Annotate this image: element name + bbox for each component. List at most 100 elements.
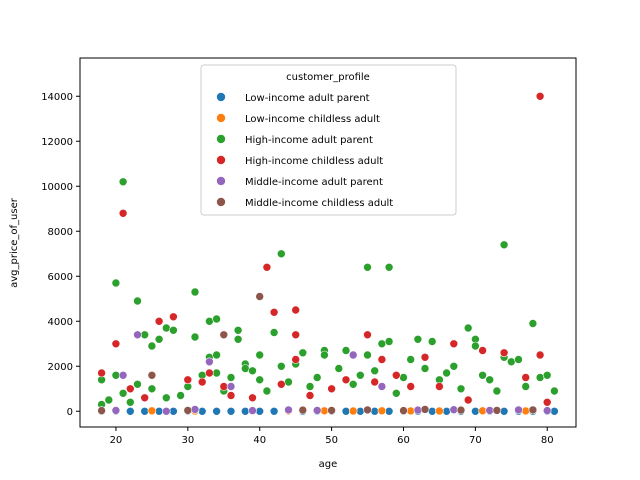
data-point (514, 405, 523, 415)
data-point (355, 370, 365, 380)
data-point (212, 350, 221, 360)
data-point (521, 382, 531, 391)
data-point (399, 406, 408, 415)
data-point (126, 384, 135, 394)
data-point (377, 406, 387, 416)
data-point (118, 370, 128, 380)
legend-label: Low-income childless adult (245, 114, 380, 125)
data-point (542, 370, 552, 380)
data-point (162, 323, 171, 333)
data-point (435, 382, 444, 391)
data-point (111, 370, 121, 380)
data-point (535, 350, 545, 360)
data-point (276, 249, 286, 259)
x-tick-label: 40 (253, 435, 266, 446)
x-tick-label: 70 (469, 435, 482, 446)
legend-label: Middle-income childless adult (245, 198, 393, 209)
data-point (312, 373, 322, 382)
data-point (104, 395, 114, 405)
data-point (542, 397, 552, 407)
data-point (226, 373, 236, 382)
data-point (133, 379, 142, 389)
data-point (111, 406, 121, 415)
y-tick-label: 4000 (48, 317, 73, 328)
data-point (219, 382, 229, 391)
x-tick-label: 50 (325, 435, 338, 446)
data-point (226, 406, 236, 416)
data-point (320, 350, 329, 360)
data-point (435, 406, 444, 416)
legend-marker (216, 197, 226, 207)
data-point (197, 406, 207, 416)
data-point (528, 405, 538, 415)
data-point (535, 92, 545, 101)
y-tick-label: 0 (67, 407, 73, 418)
data-point (463, 395, 473, 405)
data-point (384, 406, 394, 416)
plot-frame (79, 57, 577, 428)
data-point (248, 406, 257, 415)
data-point (169, 312, 178, 322)
data-point (147, 384, 157, 394)
data-point (255, 406, 265, 416)
data-point (276, 361, 286, 371)
x-axis-label: age (319, 459, 338, 470)
data-point (478, 406, 487, 416)
data-point (341, 406, 351, 416)
legend: customer_profile Low-income adult parent… (200, 64, 457, 216)
data-point (327, 384, 336, 394)
data-point (406, 382, 416, 391)
data-point (406, 406, 416, 416)
data-point (463, 323, 473, 333)
data-point (442, 368, 451, 378)
y-tick-label: 6000 (48, 272, 73, 283)
data-point (499, 240, 509, 250)
data-point (427, 337, 437, 346)
data-point (370, 366, 380, 376)
x-tick-label: 60 (397, 435, 410, 446)
data-point (118, 177, 128, 187)
data-point (471, 406, 480, 416)
data-point (355, 406, 365, 416)
data-point (550, 406, 559, 416)
data-point (427, 406, 437, 416)
y-tick-label: 12000 (41, 137, 73, 148)
data-point (499, 406, 509, 416)
data-point (205, 368, 214, 378)
legend-label: High-income adult parent (245, 135, 373, 146)
data-point (334, 364, 344, 373)
data-point (478, 370, 487, 380)
data-point (197, 377, 207, 387)
y-tick-label: 8000 (48, 227, 73, 238)
data-point (140, 406, 149, 416)
legend-label: High-income childless adult (245, 156, 383, 167)
data-point (348, 379, 358, 389)
data-point (212, 406, 221, 416)
data-point (312, 406, 322, 415)
data-point (363, 330, 372, 340)
data-point (485, 375, 495, 385)
data-point (147, 341, 157, 351)
data-point (413, 405, 423, 415)
data-point (190, 332, 200, 342)
data-point (291, 305, 301, 315)
data-point (147, 370, 157, 380)
data-point (97, 368, 106, 378)
data-point (255, 350, 265, 360)
data-point (420, 364, 430, 373)
data-point (162, 406, 171, 416)
y-axis-label: avg_price_of_user (9, 197, 20, 288)
data-point (154, 316, 164, 326)
data-point (140, 330, 149, 340)
data-point (499, 348, 509, 358)
data-point (291, 355, 301, 364)
data-point (542, 406, 552, 415)
data-point (97, 406, 106, 415)
data-point (133, 330, 142, 340)
data-point (162, 393, 171, 403)
data-point (377, 339, 387, 349)
data-point (284, 377, 293, 387)
data-point (118, 388, 128, 398)
data-point (442, 406, 451, 416)
